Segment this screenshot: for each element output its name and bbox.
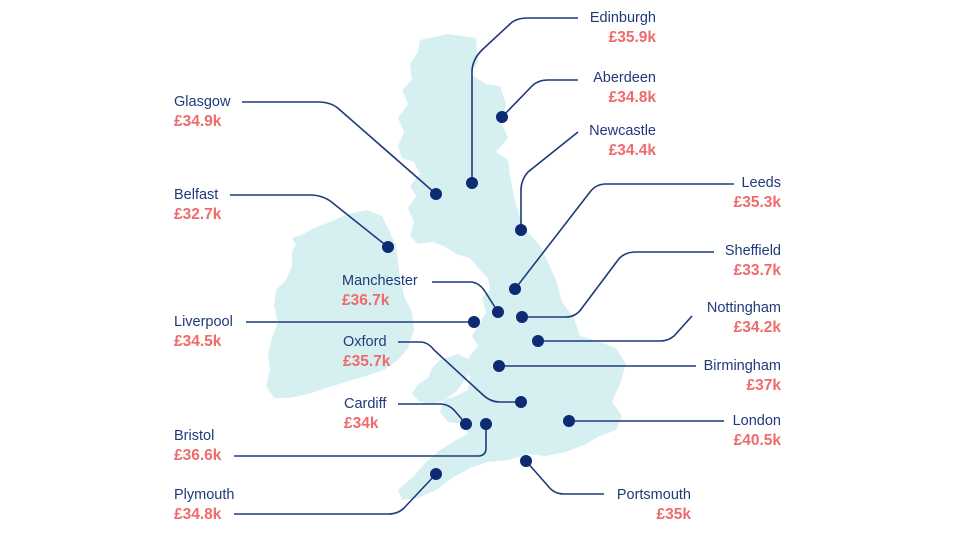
city-name: Bristol: [174, 428, 215, 444]
nottingham-marker[interactable]: [532, 335, 544, 347]
city-name: Sheffield: [724, 243, 781, 259]
label-manchester: Manchester £36.7k: [342, 274, 418, 308]
wales-landmass: [412, 354, 470, 404]
plymouth-leader-line: [234, 473, 437, 515]
label-oxford: Oxford £35.7k: [343, 335, 390, 369]
city-name: Birmingham: [703, 358, 781, 374]
label-edinburgh: Edinburgh £35.9k: [590, 11, 656, 45]
cardiff-marker[interactable]: [460, 418, 472, 430]
newcastle-leader-line: [520, 131, 579, 230]
label-nottingham: Nottingham £34.2k: [707, 301, 781, 335]
label-london: London £40.5k: [733, 414, 781, 448]
salary-value: £34.2k: [733, 318, 781, 336]
glasgow-marker[interactable]: [430, 188, 442, 200]
salary-value: £34.8k: [174, 505, 222, 523]
edinburgh-leader-line: [471, 17, 578, 183]
salary-value: £37k: [746, 376, 781, 394]
leeds-leader-line: [514, 183, 734, 290]
salary-value: £33.7k: [733, 261, 781, 279]
oxford-leader-line: [398, 341, 521, 403]
ireland-landmass: [266, 210, 414, 398]
portsmouth-leader-line: [525, 460, 604, 495]
city-name: Portsmouth: [616, 487, 691, 503]
cardiff-leader-line: [398, 403, 467, 425]
city-name: Glasgow: [174, 94, 231, 110]
label-birmingham: Birmingham £37k: [704, 359, 781, 393]
salary-value: £34.9k: [174, 112, 222, 130]
salary-value: £35.3k: [733, 193, 781, 211]
label-liverpool: Liverpool £34.5k: [174, 315, 233, 349]
plymouth-marker[interactable]: [430, 468, 442, 480]
label-glasgow: Glasgow £34.9k: [174, 95, 230, 129]
salary-value: £40.5k: [733, 431, 781, 449]
newcastle-marker[interactable]: [515, 224, 527, 236]
city-name: Nottingham: [706, 300, 781, 316]
label-portsmouth: Portsmouth £35k: [617, 488, 691, 522]
aberdeen-leader-line: [501, 79, 578, 118]
bristol-leader-line: [234, 424, 487, 457]
city-markers: [382, 111, 575, 480]
label-leeds: Leeds £35.3k: [734, 176, 781, 210]
sheffield-marker[interactable]: [516, 311, 528, 323]
city-name: Belfast: [174, 187, 219, 203]
city-name: London: [732, 413, 781, 429]
island-shape: [292, 234, 310, 248]
leeds-marker[interactable]: [509, 283, 521, 295]
city-name: Cardiff: [344, 396, 387, 412]
salary-value: £35.9k: [608, 28, 656, 46]
salary-value: £34.4k: [608, 141, 656, 159]
label-cardiff: Cardiff £34k: [344, 397, 386, 431]
salary-value: £32.7k: [174, 205, 222, 223]
salary-value: £35.7k: [343, 352, 391, 370]
london-marker[interactable]: [563, 415, 575, 427]
oxford-marker[interactable]: [515, 396, 527, 408]
city-name: Aberdeen: [593, 70, 656, 86]
portsmouth-marker[interactable]: [520, 455, 532, 467]
salary-value: £36.6k: [174, 446, 222, 464]
salary-value: £34.8k: [608, 88, 656, 106]
nottingham-leader-line: [538, 315, 693, 342]
bristol-marker[interactable]: [480, 418, 492, 430]
label-bristol: Bristol £36.6k: [174, 429, 221, 463]
salary-value: £34k: [344, 414, 379, 432]
label-aberdeen: Aberdeen £34.8k: [593, 71, 656, 105]
label-belfast: Belfast £32.7k: [174, 188, 221, 222]
manchester-marker[interactable]: [492, 306, 504, 318]
city-name: Edinburgh: [589, 10, 656, 26]
city-name: Manchester: [342, 273, 418, 289]
belfast-marker[interactable]: [382, 241, 394, 253]
salary-value: £36.7k: [342, 291, 390, 309]
city-name: Liverpool: [174, 314, 233, 330]
city-name: Oxford: [343, 334, 387, 350]
salary-value: £35k: [656, 505, 691, 523]
belfast-leader-line: [230, 194, 389, 248]
edinburgh-marker[interactable]: [466, 177, 478, 189]
label-sheffield: Sheffield £33.7k: [725, 244, 781, 278]
city-name: Newcastle: [589, 123, 656, 139]
label-newcastle: Newcastle £34.4k: [589, 124, 656, 158]
land-shapes: [266, 34, 626, 500]
liverpool-marker[interactable]: [468, 316, 480, 328]
city-name: Plymouth: [174, 487, 235, 503]
label-plymouth: Plymouth £34.8k: [174, 488, 234, 522]
birmingham-marker[interactable]: [493, 360, 505, 372]
city-name: Leeds: [741, 175, 781, 191]
glasgow-leader-line: [242, 101, 437, 195]
salary-value: £34.5k: [174, 332, 222, 350]
manchester-leader-line: [432, 281, 499, 313]
sheffield-leader-line: [522, 251, 714, 318]
connector-lines: [230, 17, 734, 515]
great-britain-landmass: [398, 34, 626, 500]
aberdeen-marker[interactable]: [496, 111, 508, 123]
